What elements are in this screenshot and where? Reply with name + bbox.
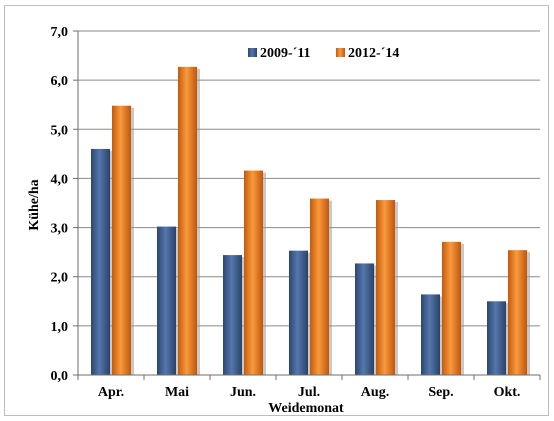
y-tick-labels: 0,0 1,0 2,0 3,0 4,0 5,0 6,0 7,0	[51, 25, 69, 384]
x-tick-labels: Apr. Mai Jun. Jul. Aug. Sep. Okt.	[98, 385, 521, 400]
x-tick-label: Aug.	[361, 385, 389, 400]
y-tick-label: 2,0	[51, 271, 69, 286]
bar-series-1	[487, 301, 506, 375]
bar-series-1	[355, 263, 374, 375]
y-tick-label: 4,0	[51, 172, 69, 187]
bar-series-1	[289, 250, 308, 375]
bar-series-1	[421, 294, 440, 375]
legend-label: 2012-´14	[348, 46, 399, 61]
y-tick-label: 3,0	[51, 222, 69, 237]
bar-series-1	[223, 255, 242, 375]
bar-series-2	[178, 66, 197, 376]
bar-series-2	[442, 241, 461, 375]
bars	[91, 66, 530, 376]
bar-series-1	[91, 148, 110, 375]
bar-series-2	[244, 170, 263, 375]
y-tick-label: 6,0	[51, 74, 69, 89]
bar-series-1	[157, 226, 176, 375]
x-tick-label: Apr.	[98, 385, 124, 400]
x-axis-title: Weidemonat	[268, 401, 344, 416]
x-tick-label: Jun.	[230, 385, 256, 400]
y-tick-label: 5,0	[51, 123, 69, 138]
x-tick-label: Jul.	[298, 385, 320, 400]
x-tick-label: Mai	[165, 385, 189, 400]
bar-series-2	[310, 198, 329, 375]
bar-series-2	[508, 250, 527, 375]
x-tick-label: Okt.	[494, 385, 521, 400]
x-tick-label: Sep.	[428, 385, 453, 400]
bar-series-2	[376, 200, 395, 375]
y-axis-title: Kühe/ha	[27, 179, 42, 230]
legend: 2009-´11 2012-´14	[248, 46, 399, 61]
legend-swatch	[248, 48, 257, 57]
legend-swatch	[336, 48, 345, 57]
axes	[73, 30, 541, 380]
bar-series-2	[112, 105, 131, 375]
y-tick-label: 7,0	[51, 25, 69, 40]
legend-label: 2009-´11	[260, 46, 311, 61]
y-tick-label: 0,0	[51, 369, 69, 384]
y-tick-label: 1,0	[51, 320, 69, 335]
